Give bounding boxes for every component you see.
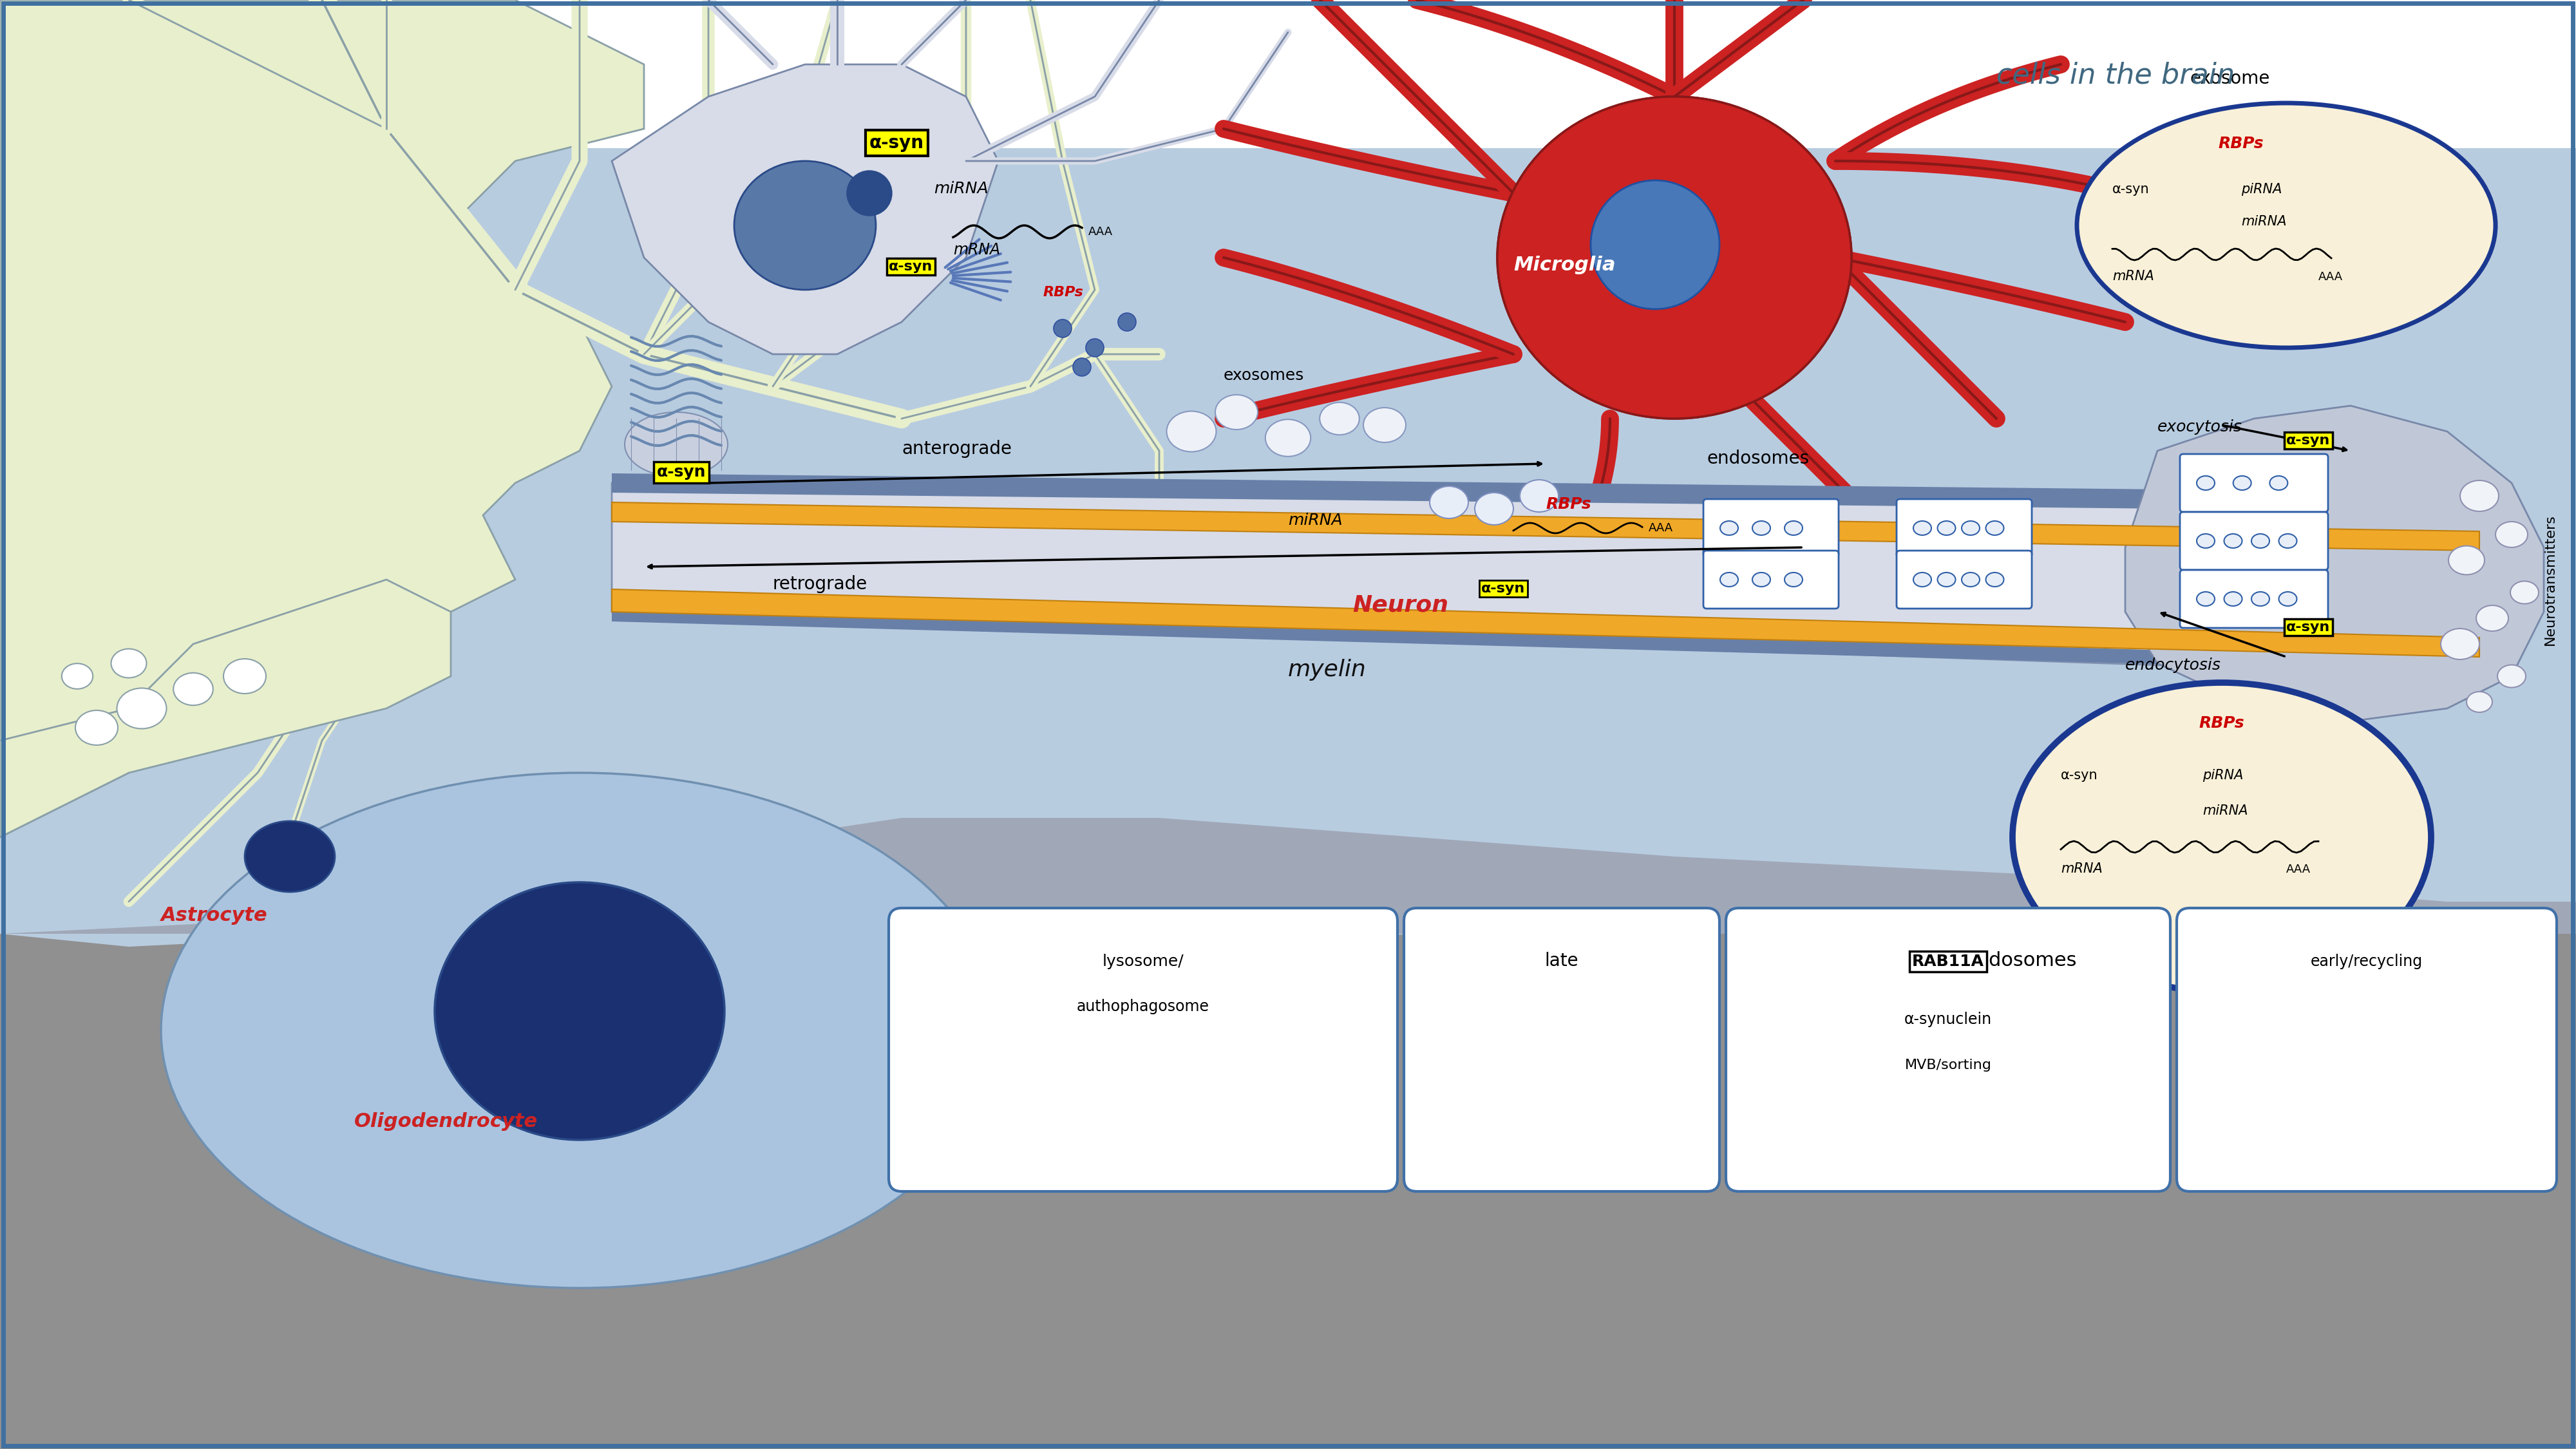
- Text: piRNA: piRNA: [2202, 769, 2244, 782]
- Polygon shape: [0, 580, 451, 838]
- Ellipse shape: [245, 822, 335, 893]
- Ellipse shape: [1785, 572, 1803, 587]
- Text: miRNA: miRNA: [2241, 214, 2287, 227]
- Polygon shape: [613, 603, 2478, 672]
- Text: anterograde: anterograde: [902, 440, 1012, 458]
- Polygon shape: [0, 0, 2576, 148]
- Text: α-syn: α-syn: [871, 133, 925, 152]
- Ellipse shape: [1430, 487, 1468, 519]
- Ellipse shape: [1986, 522, 2004, 535]
- Ellipse shape: [1752, 522, 1770, 535]
- Ellipse shape: [2197, 591, 2215, 606]
- Ellipse shape: [2280, 533, 2298, 548]
- Ellipse shape: [848, 171, 891, 216]
- Ellipse shape: [2197, 475, 2215, 490]
- Text: exosomes: exosomes: [1224, 368, 1303, 383]
- Ellipse shape: [2012, 682, 2432, 991]
- Text: Neuron: Neuron: [1352, 594, 1448, 616]
- FancyBboxPatch shape: [1404, 909, 1721, 1191]
- Text: AAA: AAA: [2287, 864, 2311, 875]
- Ellipse shape: [1914, 572, 1932, 587]
- Text: α-syn: α-syn: [889, 261, 933, 272]
- Ellipse shape: [1054, 319, 1072, 338]
- Ellipse shape: [2233, 475, 2251, 490]
- Text: MVB/sorting: MVB/sorting: [1904, 1059, 1991, 1072]
- Ellipse shape: [116, 688, 167, 729]
- Ellipse shape: [2442, 629, 2481, 659]
- Text: early/recycling: early/recycling: [2311, 953, 2424, 969]
- Ellipse shape: [2076, 103, 2496, 348]
- FancyBboxPatch shape: [1703, 551, 1839, 609]
- Ellipse shape: [734, 161, 876, 290]
- Text: mRNA: mRNA: [2112, 270, 2154, 283]
- Text: Oligodendrocyte: Oligodendrocyte: [355, 1113, 538, 1130]
- FancyBboxPatch shape: [1726, 909, 2172, 1191]
- Ellipse shape: [1721, 572, 1739, 587]
- Ellipse shape: [2197, 533, 2215, 548]
- Ellipse shape: [1497, 97, 1852, 419]
- Ellipse shape: [1319, 403, 1360, 435]
- FancyBboxPatch shape: [2179, 569, 2329, 627]
- Ellipse shape: [2496, 522, 2527, 548]
- Text: α-syn: α-syn: [2287, 435, 2331, 446]
- Text: Microglia: Microglia: [1515, 255, 1615, 274]
- Text: RBPs: RBPs: [2218, 136, 2264, 151]
- Text: RBPs: RBPs: [1043, 285, 1084, 298]
- Ellipse shape: [2447, 546, 2483, 575]
- Ellipse shape: [1216, 394, 1257, 429]
- Ellipse shape: [435, 882, 724, 1140]
- Text: RBPs: RBPs: [2200, 716, 2244, 730]
- Polygon shape: [613, 474, 2478, 511]
- Ellipse shape: [2251, 533, 2269, 548]
- FancyBboxPatch shape: [1703, 498, 1839, 556]
- Ellipse shape: [1963, 522, 1978, 535]
- Ellipse shape: [160, 772, 999, 1288]
- Text: α-syn: α-syn: [2112, 183, 2148, 196]
- Text: late: late: [1546, 952, 1579, 969]
- Ellipse shape: [75, 710, 118, 745]
- Ellipse shape: [2468, 691, 2494, 713]
- Text: α-syn: α-syn: [657, 464, 706, 480]
- Text: exosome: exosome: [2190, 70, 2269, 87]
- Polygon shape: [2125, 406, 2545, 722]
- Text: α-synuclein: α-synuclein: [1904, 1011, 1991, 1027]
- Text: mRNA: mRNA: [2061, 862, 2102, 875]
- FancyBboxPatch shape: [2177, 909, 2555, 1191]
- FancyBboxPatch shape: [2179, 454, 2329, 511]
- Ellipse shape: [1363, 407, 1406, 442]
- Ellipse shape: [1087, 339, 1103, 356]
- Ellipse shape: [1937, 522, 1955, 535]
- Text: exocytosis: exocytosis: [2159, 419, 2241, 435]
- Ellipse shape: [1721, 522, 1739, 535]
- Ellipse shape: [2476, 606, 2509, 632]
- Text: piRNA: piRNA: [2241, 183, 2282, 196]
- FancyBboxPatch shape: [1896, 551, 2032, 609]
- FancyBboxPatch shape: [889, 909, 1399, 1191]
- Ellipse shape: [2512, 581, 2540, 604]
- Ellipse shape: [1118, 313, 1136, 330]
- Text: RBPs: RBPs: [1546, 497, 1592, 511]
- Polygon shape: [613, 503, 2478, 551]
- Text: endocytosis: endocytosis: [2125, 658, 2221, 672]
- Text: AAA: AAA: [1649, 522, 1674, 533]
- Polygon shape: [0, 0, 644, 838]
- Ellipse shape: [173, 672, 214, 706]
- Ellipse shape: [2223, 533, 2241, 548]
- Text: Neurotransmitters: Neurotransmitters: [2545, 514, 2555, 645]
- Ellipse shape: [1520, 480, 1558, 511]
- Text: RAB11A: RAB11A: [1911, 953, 1984, 969]
- Ellipse shape: [2460, 481, 2499, 511]
- Text: α-syn: α-syn: [2061, 769, 2097, 782]
- Ellipse shape: [1914, 522, 1932, 535]
- Text: mRNA: mRNA: [953, 242, 999, 258]
- Ellipse shape: [1167, 412, 1216, 452]
- Text: AAA: AAA: [1087, 226, 1113, 238]
- Ellipse shape: [111, 649, 147, 678]
- Ellipse shape: [2251, 591, 2269, 606]
- Text: miRNA: miRNA: [2202, 804, 2249, 817]
- Text: endosomes: endosomes: [1965, 951, 2076, 969]
- Ellipse shape: [1937, 572, 1955, 587]
- Ellipse shape: [1265, 419, 1311, 456]
- Ellipse shape: [1752, 572, 1770, 587]
